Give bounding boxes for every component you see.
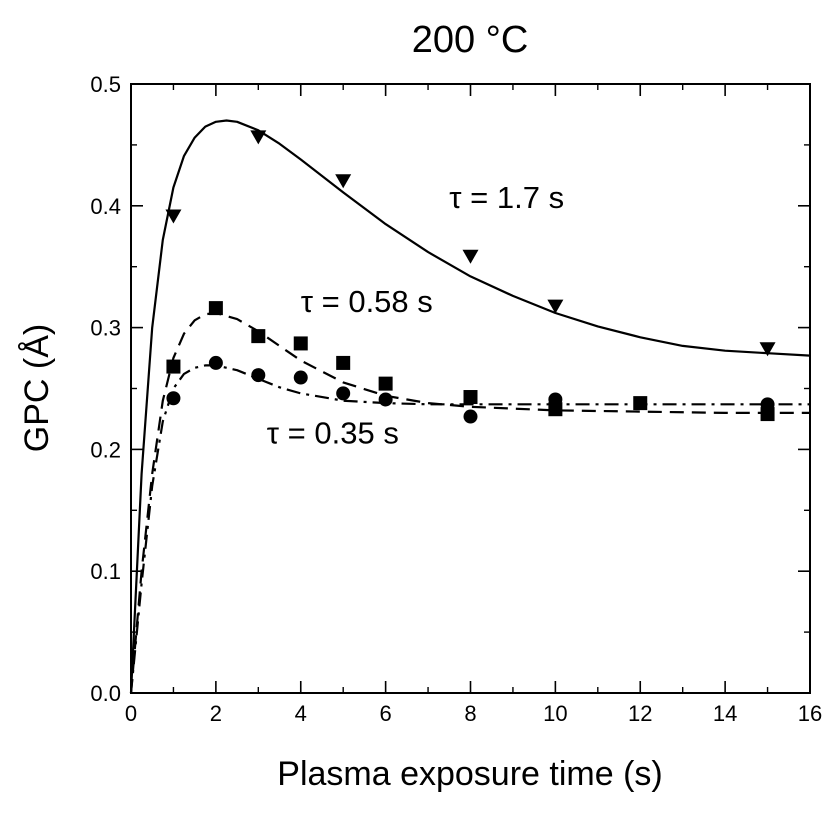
x-tick-label: 16 — [798, 701, 822, 726]
square-marker — [378, 376, 393, 391]
square-marker — [463, 390, 478, 405]
fit-curve-triangle-down — [129, 119, 811, 694]
x-tick-label: 0 — [125, 701, 137, 726]
x-tick-label: 14 — [713, 701, 737, 726]
circle-marker — [208, 355, 223, 370]
y-tick-label: 0.3 — [90, 316, 121, 341]
x-tick-label: 2 — [210, 701, 222, 726]
triangle-down-marker — [759, 342, 776, 357]
y-tick-label: 0.2 — [90, 437, 121, 462]
x-tick-label: 4 — [295, 701, 307, 726]
x-tick-label: 10 — [543, 701, 567, 726]
tau-annotation: τ = 1.7 s — [449, 180, 564, 215]
chart-title: 200 °C — [412, 19, 529, 61]
circle-marker — [336, 386, 351, 401]
y-tick-label: 0.5 — [90, 72, 121, 97]
square-marker — [293, 336, 308, 351]
circle-marker — [548, 392, 563, 407]
square-marker — [336, 355, 351, 370]
circle-marker — [463, 409, 478, 424]
axis-ticks: 0 2 4 6 8 10 12 14 16 0.0 0.1 0.2 0.3 0.4 0.5 — [90, 72, 822, 726]
circle-marker — [251, 368, 266, 383]
y-tick-label: 0.1 — [90, 559, 121, 584]
x-tick-label: 6 — [380, 701, 392, 726]
fit-curve-circle — [129, 364, 810, 694]
circle-marker — [166, 391, 181, 406]
tau-annotation: τ = 0.35 s — [267, 415, 399, 450]
y-tick-label: 0.4 — [90, 194, 121, 219]
circle-marker — [760, 397, 775, 412]
square-marker — [251, 329, 266, 344]
square-marker — [166, 359, 181, 374]
circle-marker — [293, 370, 308, 385]
triangle-down-marker — [547, 299, 564, 314]
triangle-down-marker — [250, 130, 267, 145]
y-tick-label: 0.0 — [90, 681, 121, 706]
triangle-down-marker — [165, 209, 182, 224]
square-marker — [760, 407, 775, 422]
y-axis-label: GPC (Å) — [18, 324, 56, 452]
triangle-down-marker — [462, 249, 479, 264]
square-marker — [208, 301, 223, 316]
square-marker — [548, 402, 563, 417]
x-axis-label: Plasma exposure time (s) — [277, 755, 662, 793]
tau-annotations: τ = 1.7 s τ = 0.58 s τ = 0.35 s — [267, 180, 564, 450]
x-tick-label: 8 — [464, 701, 476, 726]
square-marker — [633, 396, 648, 411]
triangle-down-marker — [335, 174, 352, 189]
plot-frame — [130, 83, 811, 694]
x-tick-label: 12 — [628, 701, 652, 726]
data-markers — [165, 130, 776, 424]
tau-annotation: τ = 0.58 s — [301, 284, 433, 319]
circle-marker — [378, 392, 393, 407]
